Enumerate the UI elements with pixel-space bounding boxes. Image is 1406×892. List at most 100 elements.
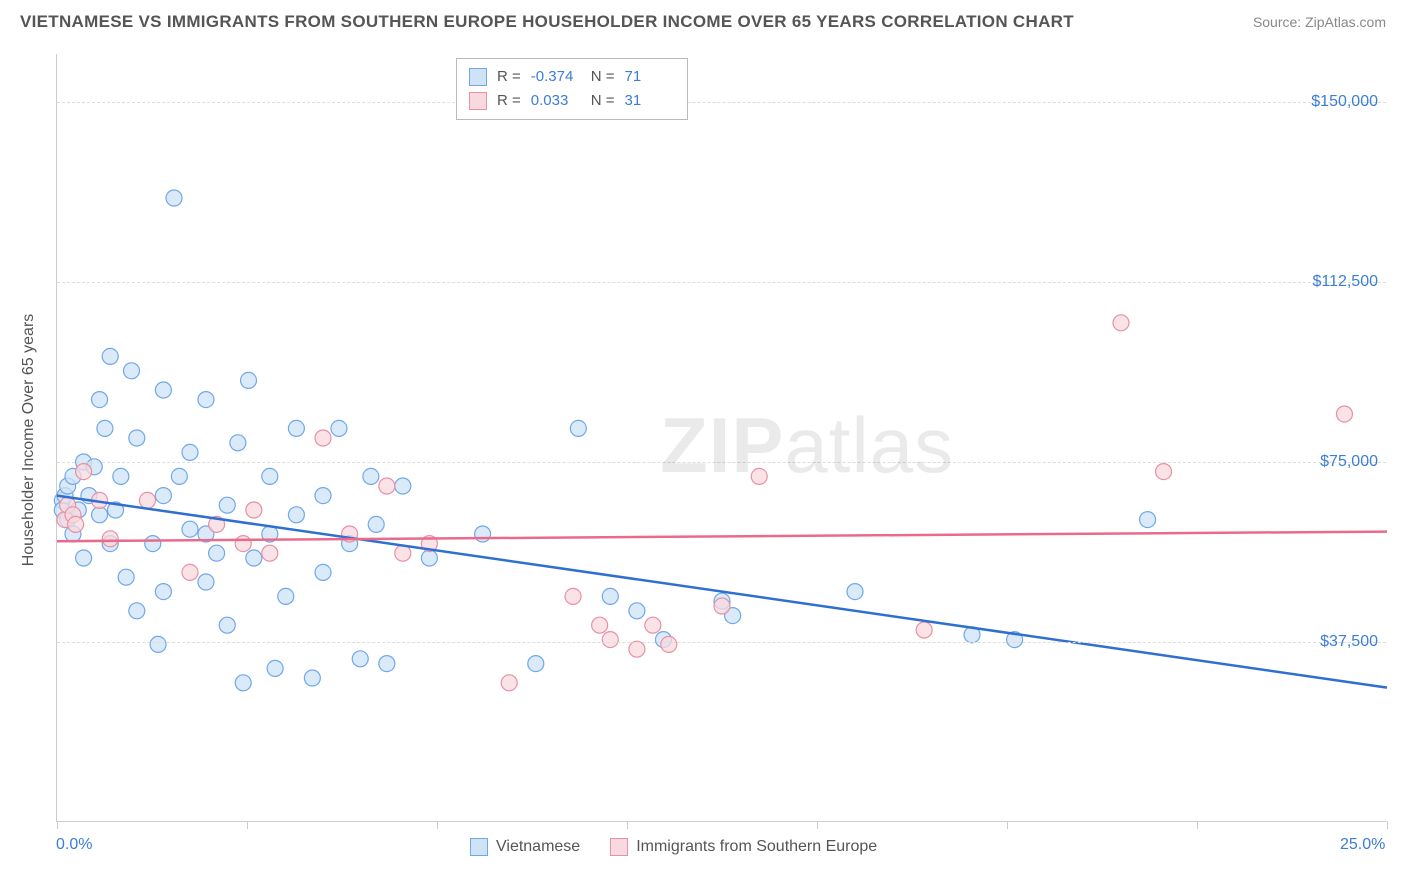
data-point	[315, 430, 331, 446]
legend-label: Vietnamese	[496, 838, 580, 856]
data-point	[92, 392, 108, 408]
data-point	[288, 507, 304, 523]
legend-stat-row: R = -0.374 N = 71	[469, 65, 675, 89]
data-point	[304, 670, 320, 686]
data-point	[76, 550, 92, 566]
data-point	[145, 536, 161, 552]
data-point	[1113, 315, 1129, 331]
data-point	[847, 584, 863, 600]
data-point	[68, 516, 84, 532]
data-point	[1156, 464, 1172, 480]
data-point	[102, 531, 118, 547]
data-point	[246, 550, 262, 566]
data-point	[661, 636, 677, 652]
data-point	[262, 468, 278, 484]
legend-swatch	[470, 838, 488, 856]
data-point	[219, 617, 235, 633]
data-point	[916, 622, 932, 638]
data-point	[76, 464, 92, 480]
y-axis-title: Householder Income Over 65 years	[20, 314, 38, 567]
chart-plot-area: $37,500$75,000$112,500$150,000	[56, 54, 1386, 822]
data-point	[198, 574, 214, 590]
data-point	[592, 617, 608, 633]
data-point	[230, 435, 246, 451]
n-value: 31	[625, 89, 675, 113]
data-point	[182, 564, 198, 580]
data-point	[150, 636, 166, 652]
data-point	[315, 564, 331, 580]
data-point	[209, 545, 225, 561]
data-point	[155, 488, 171, 504]
data-point	[645, 617, 661, 633]
grid-line	[57, 102, 1386, 103]
data-point	[528, 656, 544, 672]
data-point	[288, 420, 304, 436]
data-point	[1140, 512, 1156, 528]
data-point	[113, 468, 129, 484]
x-axis-max-label: 25.0%	[1340, 836, 1385, 854]
n-label: N =	[591, 65, 615, 89]
data-point	[155, 584, 171, 600]
data-point	[182, 444, 198, 460]
data-point	[565, 588, 581, 604]
data-point	[97, 420, 113, 436]
data-point	[379, 478, 395, 494]
data-point	[118, 569, 134, 585]
data-point	[198, 392, 214, 408]
data-point	[368, 516, 384, 532]
x-tick	[1387, 821, 1388, 829]
data-point	[714, 598, 730, 614]
series-legend: VietnameseImmigrants from Southern Europ…	[470, 838, 877, 856]
data-point	[751, 468, 767, 484]
data-point	[102, 348, 118, 364]
data-point	[92, 507, 108, 523]
x-tick	[627, 821, 628, 829]
data-point	[331, 420, 347, 436]
data-point	[602, 632, 618, 648]
data-point	[219, 497, 235, 513]
legend-swatch	[469, 68, 487, 86]
data-point	[139, 492, 155, 508]
data-point	[129, 603, 145, 619]
r-label: R =	[497, 89, 521, 113]
grid-line	[57, 642, 1386, 643]
legend-swatch	[610, 838, 628, 856]
data-point	[602, 588, 618, 604]
chart-title: VIETNAMESE VS IMMIGRANTS FROM SOUTHERN E…	[20, 12, 1074, 32]
n-value: 71	[625, 65, 675, 89]
data-point	[395, 545, 411, 561]
grid-line	[57, 462, 1386, 463]
scatter-svg	[57, 54, 1386, 821]
x-tick	[817, 821, 818, 829]
data-point	[241, 372, 257, 388]
n-label: N =	[591, 89, 615, 113]
data-point	[1336, 406, 1352, 422]
r-label: R =	[497, 65, 521, 89]
x-tick	[1007, 821, 1008, 829]
data-point	[421, 550, 437, 566]
r-value: -0.374	[531, 65, 581, 89]
y-tick-label: $150,000	[1311, 93, 1378, 111]
data-point	[235, 536, 251, 552]
correlation-legend-box: R =-0.374N =71R =0.033N =31	[456, 58, 688, 120]
data-point	[166, 190, 182, 206]
data-point	[129, 430, 145, 446]
data-point	[123, 363, 139, 379]
x-tick	[247, 821, 248, 829]
y-tick-label: $37,500	[1320, 633, 1378, 651]
data-point	[363, 468, 379, 484]
legend-swatch	[469, 92, 487, 110]
data-point	[352, 651, 368, 667]
data-point	[278, 588, 294, 604]
x-axis-min-label: 0.0%	[56, 836, 92, 854]
legend-item: Vietnamese	[470, 838, 580, 856]
data-point	[155, 382, 171, 398]
trend-line	[57, 532, 1387, 542]
source-label: Source: ZipAtlas.com	[1253, 14, 1386, 30]
data-point	[501, 675, 517, 691]
data-point	[629, 641, 645, 657]
data-point	[629, 603, 645, 619]
data-point	[246, 502, 262, 518]
data-point	[267, 660, 283, 676]
y-tick-label: $112,500	[1312, 273, 1378, 291]
